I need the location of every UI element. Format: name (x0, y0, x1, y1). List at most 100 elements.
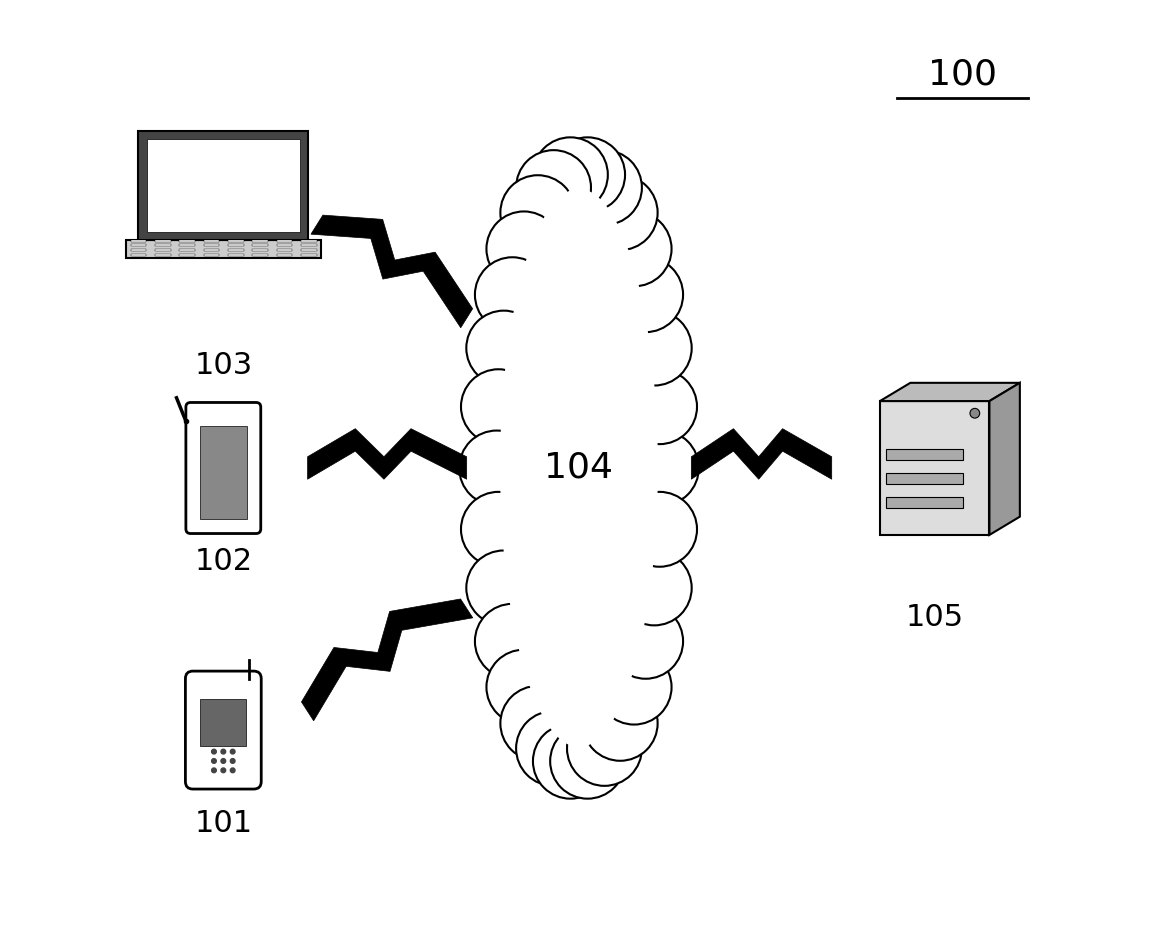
Circle shape (622, 370, 697, 445)
Circle shape (617, 550, 691, 625)
FancyBboxPatch shape (277, 244, 293, 246)
FancyBboxPatch shape (131, 249, 146, 251)
Circle shape (582, 175, 658, 250)
Circle shape (460, 431, 534, 505)
Circle shape (582, 686, 658, 761)
Circle shape (970, 408, 980, 418)
Circle shape (475, 604, 550, 679)
Circle shape (624, 431, 698, 505)
Circle shape (475, 257, 550, 332)
Circle shape (461, 370, 536, 445)
Circle shape (516, 150, 591, 225)
FancyBboxPatch shape (155, 244, 170, 246)
Circle shape (221, 758, 226, 764)
Circle shape (221, 768, 226, 773)
Circle shape (461, 491, 536, 566)
Circle shape (567, 150, 642, 225)
Text: 102: 102 (195, 548, 252, 576)
FancyBboxPatch shape (886, 474, 962, 484)
FancyBboxPatch shape (886, 449, 962, 460)
Circle shape (533, 724, 608, 798)
Circle shape (461, 370, 536, 445)
FancyBboxPatch shape (131, 254, 146, 256)
FancyBboxPatch shape (301, 254, 317, 256)
Circle shape (582, 175, 658, 250)
FancyBboxPatch shape (179, 240, 195, 241)
FancyBboxPatch shape (204, 240, 219, 241)
Circle shape (467, 550, 541, 625)
Circle shape (467, 550, 541, 625)
FancyBboxPatch shape (228, 244, 243, 246)
Text: 105: 105 (906, 604, 963, 632)
FancyBboxPatch shape (880, 401, 989, 535)
Polygon shape (301, 599, 472, 721)
Circle shape (622, 491, 697, 566)
FancyBboxPatch shape (252, 254, 269, 256)
FancyBboxPatch shape (301, 240, 317, 241)
FancyBboxPatch shape (126, 240, 321, 258)
Polygon shape (312, 215, 472, 328)
Text: 101: 101 (195, 810, 252, 838)
FancyBboxPatch shape (179, 249, 195, 251)
Polygon shape (989, 383, 1020, 535)
Circle shape (617, 311, 691, 386)
Circle shape (622, 370, 697, 445)
Circle shape (550, 138, 625, 212)
FancyBboxPatch shape (204, 254, 219, 256)
FancyBboxPatch shape (131, 240, 146, 241)
Polygon shape (880, 383, 1020, 401)
Circle shape (596, 212, 672, 286)
Circle shape (500, 175, 576, 250)
FancyBboxPatch shape (147, 139, 300, 231)
Circle shape (617, 550, 691, 625)
FancyBboxPatch shape (179, 244, 195, 246)
FancyBboxPatch shape (186, 402, 261, 534)
FancyBboxPatch shape (886, 497, 962, 508)
Circle shape (608, 604, 683, 679)
Circle shape (221, 749, 226, 754)
Text: 104: 104 (544, 451, 614, 485)
Circle shape (608, 257, 683, 332)
FancyBboxPatch shape (228, 240, 243, 241)
Circle shape (467, 311, 541, 386)
Circle shape (567, 711, 642, 786)
Text: 100: 100 (929, 58, 997, 92)
FancyBboxPatch shape (200, 699, 247, 745)
FancyBboxPatch shape (131, 244, 146, 246)
FancyBboxPatch shape (301, 244, 317, 246)
Circle shape (622, 491, 697, 566)
FancyBboxPatch shape (277, 240, 293, 241)
FancyBboxPatch shape (179, 254, 195, 256)
FancyBboxPatch shape (185, 671, 262, 789)
Circle shape (486, 650, 562, 724)
Circle shape (624, 431, 698, 505)
Circle shape (475, 257, 550, 332)
Circle shape (467, 311, 541, 386)
FancyBboxPatch shape (252, 244, 269, 246)
Circle shape (212, 758, 217, 764)
Circle shape (567, 711, 642, 786)
FancyBboxPatch shape (204, 244, 219, 246)
Circle shape (212, 768, 217, 773)
FancyBboxPatch shape (277, 254, 293, 256)
Circle shape (500, 686, 576, 761)
FancyBboxPatch shape (301, 249, 317, 251)
Circle shape (582, 686, 658, 761)
Circle shape (567, 150, 642, 225)
FancyBboxPatch shape (228, 249, 243, 251)
Circle shape (475, 604, 550, 679)
Circle shape (461, 491, 536, 566)
Circle shape (608, 604, 683, 679)
Circle shape (486, 212, 562, 286)
Circle shape (608, 257, 683, 332)
FancyBboxPatch shape (155, 249, 170, 251)
Text: 103: 103 (195, 351, 252, 379)
FancyBboxPatch shape (138, 130, 308, 240)
Circle shape (230, 758, 235, 764)
Circle shape (550, 724, 625, 798)
Circle shape (460, 431, 534, 505)
Polygon shape (308, 429, 467, 479)
Circle shape (596, 650, 672, 724)
Circle shape (230, 768, 235, 773)
Circle shape (230, 749, 235, 754)
